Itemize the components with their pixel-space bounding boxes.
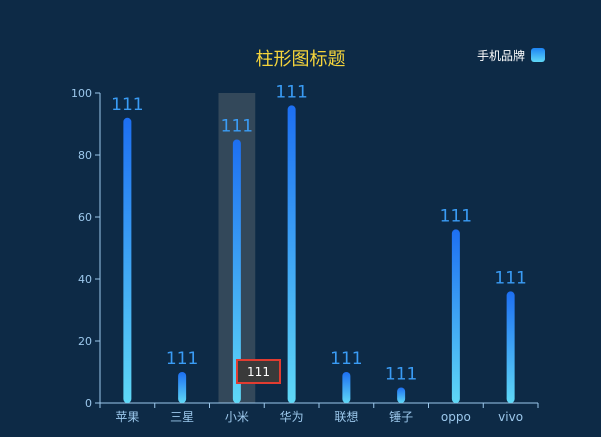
bar[interactable]	[123, 117, 132, 404]
y-tick-label: 100	[71, 87, 92, 100]
y-tick-label: 40	[78, 273, 92, 286]
data-label: 111	[385, 365, 417, 385]
data-label: 111	[111, 95, 143, 115]
x-tick-label: 联想	[334, 409, 358, 424]
data-label: 111	[221, 117, 253, 137]
bar[interactable]	[397, 387, 406, 404]
data-label: 111	[440, 206, 472, 226]
bar[interactable]	[178, 372, 187, 403]
bar[interactable]	[506, 291, 515, 403]
bar[interactable]	[287, 105, 296, 404]
chart-title: 柱形图标题	[255, 49, 346, 70]
y-tick-label: 20	[78, 335, 92, 348]
data-label: 111	[275, 82, 307, 102]
tooltip: 111	[236, 359, 281, 384]
x-tick-label: 华为	[280, 410, 304, 424]
x-tick-label: 苹果	[115, 410, 139, 424]
y-tick-label: 80	[78, 149, 92, 162]
x-tick-label: 小米	[225, 410, 249, 424]
x-tick-label: 锤子	[389, 409, 413, 424]
x-tick-label: vivo	[498, 410, 523, 424]
y-tick-label: 0	[85, 397, 92, 410]
data-label: 111	[330, 349, 362, 369]
x-tick-label: oppo	[441, 410, 471, 424]
legend-swatch-icon[interactable]	[531, 48, 545, 62]
bar[interactable]	[232, 139, 241, 404]
bar[interactable]	[451, 229, 460, 403]
y-tick-label: 60	[78, 211, 92, 224]
x-tick-label: 三星	[170, 410, 194, 424]
data-label: 111	[166, 349, 198, 369]
bar[interactable]	[342, 372, 351, 403]
legend-label: 手机品牌	[476, 48, 525, 63]
legend[interactable]: 手机品牌	[477, 46, 545, 64]
tooltip-value: 111	[247, 364, 270, 379]
data-label: 111	[494, 268, 526, 288]
